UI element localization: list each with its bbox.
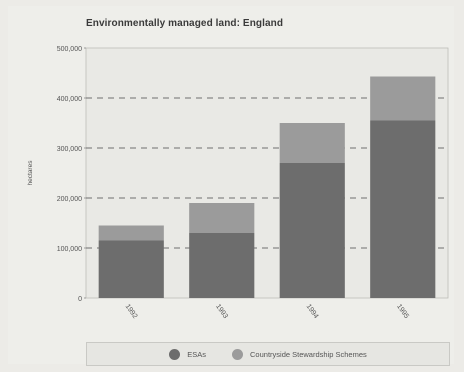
y-tick-label: 500,000 (57, 46, 82, 53)
bar-css-1992 (98, 225, 164, 241)
chart-card: Environmentally managed land: England 0 1… (8, 6, 454, 366)
legend-label: ESAs (187, 349, 207, 359)
legend-swatch (169, 348, 181, 360)
bar-esas-1994 (279, 163, 345, 298)
chart-title: Environmentally managed land: England (86, 18, 284, 29)
legend-entry: ESAs (169, 348, 207, 360)
bar-esas-1995 (370, 120, 436, 298)
bar-css-1995 (370, 76, 436, 121)
x-tick-label: 1994 (305, 303, 320, 320)
y-axis-label: hectares (27, 160, 34, 186)
chart-legend: ESAs Countryside Stewardship Schemes (86, 342, 450, 366)
x-tick-label: 1992 (124, 303, 139, 320)
y-tick-label: 300,000 (57, 146, 82, 153)
bar-css-1993 (189, 203, 255, 233)
y-tick-label: 400,000 (57, 96, 82, 103)
x-tick-label: 1995 (395, 303, 410, 320)
y-tick-label: 200,000 (57, 196, 82, 203)
legend-entry: Countryside Stewardship Schemes (232, 348, 367, 360)
x-tick-label: 1993 (214, 303, 229, 320)
bar-esas-1993 (189, 233, 255, 298)
legend-label: Countryside Stewardship Schemes (250, 349, 367, 359)
y-tick-label: 0 (78, 296, 82, 303)
legend-swatch (232, 348, 244, 360)
y-tick-label: 100,000 (57, 246, 82, 253)
chart-plot: 0 100,000 200,000 300,000 400,000 500,000 hect… (27, 46, 449, 320)
bar-esas-1992 (98, 240, 164, 298)
bar-css-1994 (279, 123, 345, 163)
